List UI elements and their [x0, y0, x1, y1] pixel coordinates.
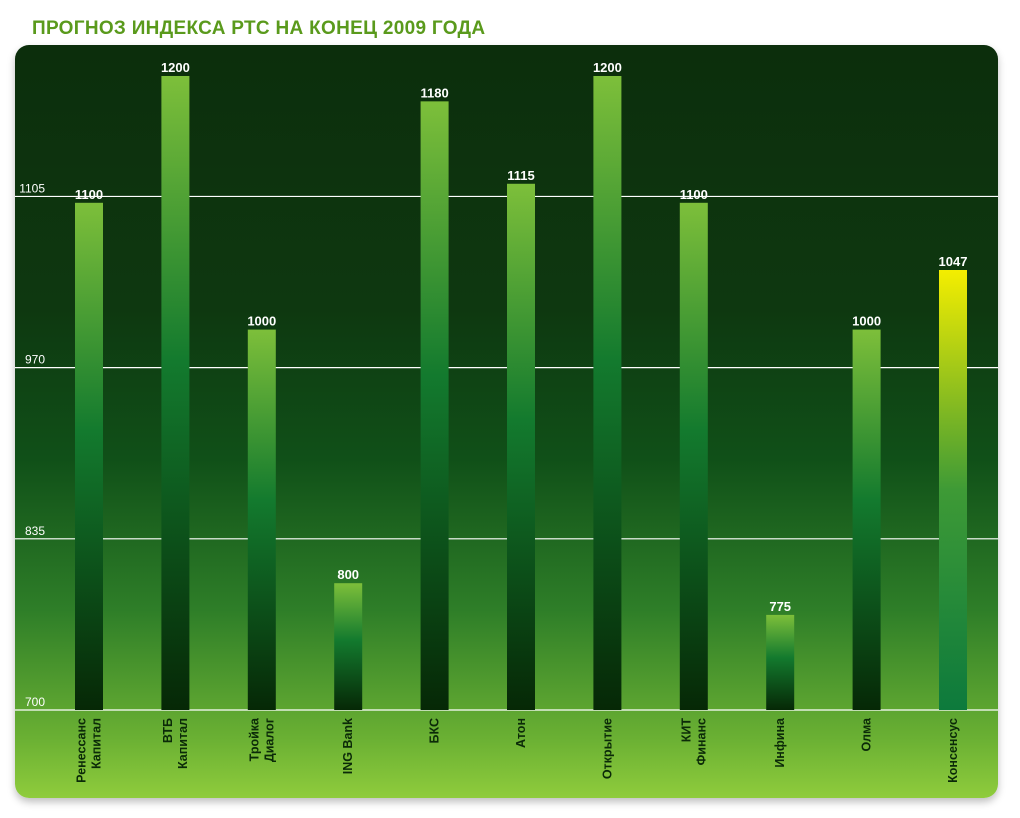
data-label: 1200 — [161, 60, 190, 75]
bar-consensus — [939, 270, 967, 710]
data-label: 1200 — [593, 60, 622, 75]
category-label: ING Bank — [341, 718, 355, 774]
category-label-line: БКС — [428, 718, 442, 743]
bar-layer — [75, 76, 967, 711]
y-tick-label: 1105 — [19, 181, 45, 195]
category-label: Консенсус — [946, 718, 960, 783]
category-label-line: Инфина — [773, 717, 787, 768]
category-label: Атон — [514, 718, 528, 748]
category-label-line: Капитал — [176, 718, 190, 769]
bar — [679, 202, 708, 711]
category-label-line: Диалог — [262, 718, 276, 762]
category-label-line: Консенсус — [946, 718, 960, 783]
bar — [507, 183, 535, 710]
category-label-line: Открытие — [600, 718, 614, 779]
category-label: Тройка Диалог — [247, 717, 276, 762]
bar — [766, 614, 795, 710]
bar — [420, 101, 449, 711]
category-label-line: КИТ — [679, 718, 693, 743]
category-label-line: Ренессанс — [75, 718, 89, 783]
category-label-line: ВТБ — [161, 718, 175, 743]
category-label: Олма — [860, 717, 874, 752]
data-label: 800 — [337, 567, 359, 582]
category-label: Открытие — [600, 718, 614, 779]
bar — [334, 583, 363, 710]
bar — [852, 329, 881, 710]
chart-title: ПРОГНОЗ ИНДЕКСА РТС НА КОНЕЦ 2009 ГОДА — [32, 18, 486, 39]
data-label: 1180 — [420, 85, 448, 100]
category-label: ВТБ Капитал — [161, 718, 190, 769]
y-tick-label: 835 — [25, 524, 45, 538]
category-label: БКС — [428, 718, 442, 743]
data-label: 1115 — [507, 168, 535, 183]
bar — [247, 329, 276, 710]
category-label-line: Олма — [860, 717, 874, 752]
data-label: 1100 — [75, 187, 103, 202]
data-label: 1000 — [247, 314, 276, 329]
chart-panel: 700 835 970 1105 1100 Ренессанс Капитал 1200 ВТБ… — [15, 45, 998, 798]
bar — [161, 76, 190, 710]
y-tick-label: 700 — [25, 695, 45, 709]
data-label: 1100 — [680, 187, 708, 202]
category-label: КИТ Финанс — [679, 718, 708, 766]
category-label-line: Финанс — [694, 718, 708, 765]
category-label: Ренессанс Капитал — [75, 718, 104, 783]
category-label-line: Атон — [514, 718, 528, 748]
y-tick-label: 970 — [25, 353, 45, 367]
category-label: Инфина — [773, 717, 787, 768]
category-label-line: Тройка — [247, 717, 261, 761]
data-label: 1047 — [939, 254, 968, 269]
data-label: 775 — [769, 599, 791, 614]
category-label-line: ING Bank — [341, 718, 355, 774]
category-label-line: Капитал — [90, 718, 104, 769]
bar — [593, 76, 622, 710]
bar — [75, 202, 103, 711]
data-label: 1000 — [852, 314, 881, 329]
